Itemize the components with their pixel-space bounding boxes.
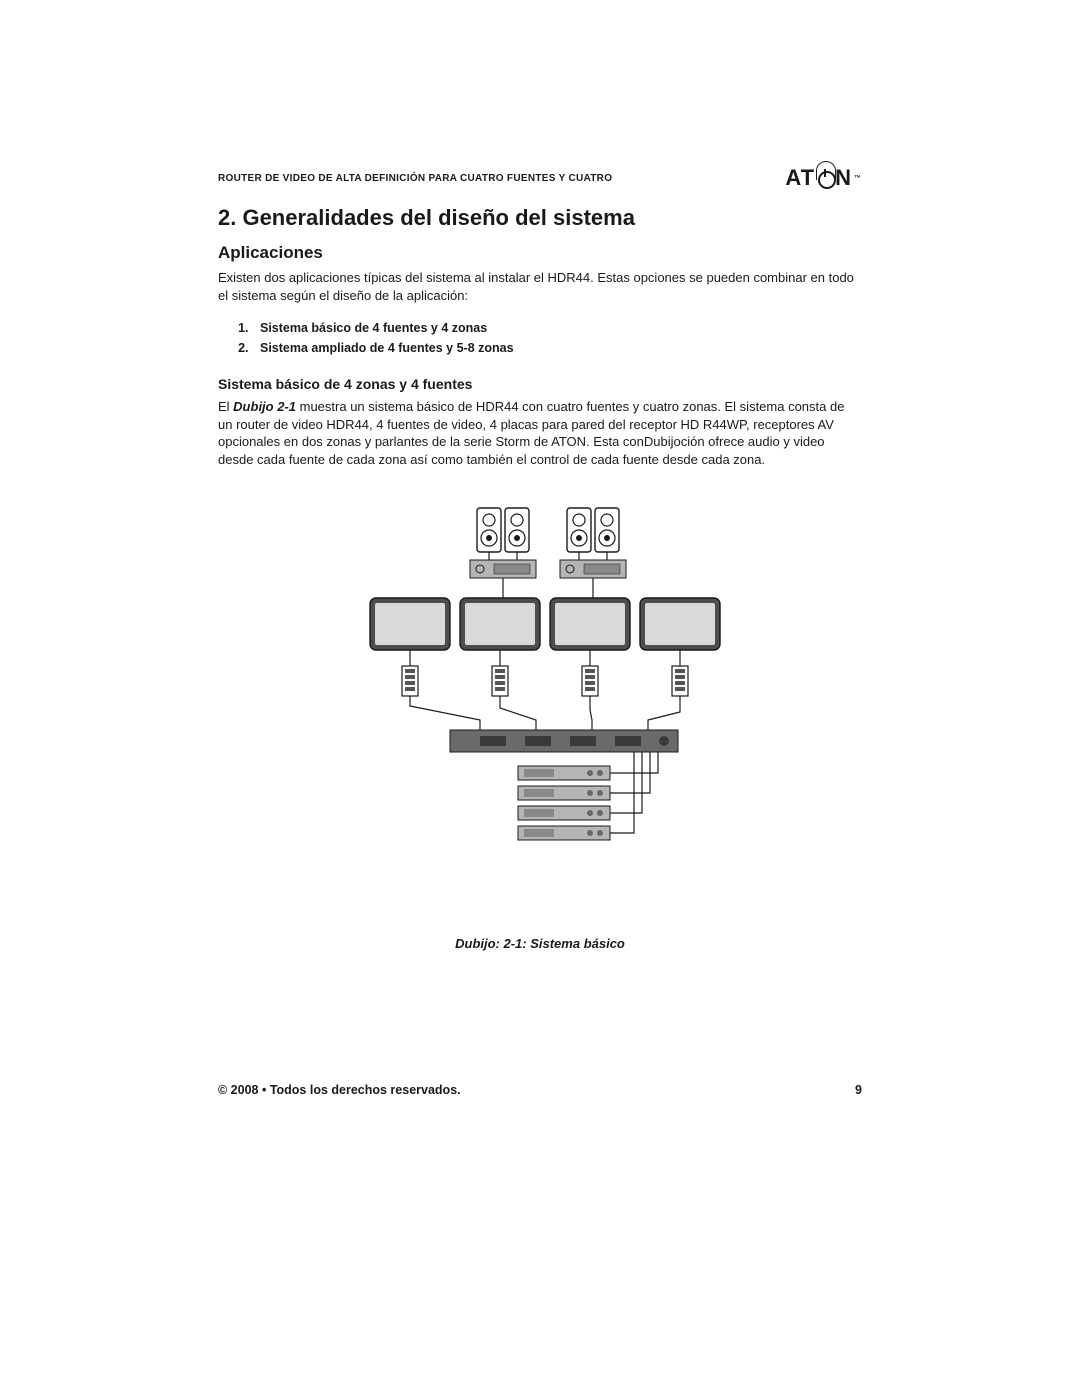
intro-paragraph: Existen dos aplicaciones típicas del sis… — [218, 269, 862, 304]
logo-text-left: AT — [785, 165, 815, 191]
page-number: 9 — [855, 1083, 862, 1097]
description-paragraph: El Dubijo 2-1 muestra un sistema básico … — [218, 398, 862, 468]
subsection-title: Aplicaciones — [218, 243, 862, 263]
application-list: Sistema básico de 4 fuentes y 4 zonas Si… — [252, 318, 862, 358]
logo-text-right: N — [835, 165, 852, 191]
logo-trademark: ™ — [854, 175, 862, 182]
section-title: 2. Generalidades del diseño del sistema — [218, 205, 862, 231]
aton-logo: AT N ™ — [785, 165, 862, 191]
system-diagram — [300, 498, 780, 918]
list-item: Sistema básico de 4 fuentes y 4 zonas — [252, 318, 862, 338]
document-header: ROUTER DE VIDEO DE ALTA DEFINICIÓN PARA … — [218, 173, 612, 184]
list-item: Sistema ampliado de 4 fuentes y 5-8 zona… — [252, 338, 862, 358]
copyright-text: © 2008 • Todos los derechos reservados. — [218, 1083, 461, 1097]
figure-reference: Dubijo 2-1 — [233, 399, 296, 414]
figure-caption: Dubijo: 2-1: Sistema básico — [455, 936, 625, 951]
sub-subsection-title: Sistema básico de 4 zonas y 4 fuentes — [218, 376, 862, 392]
logo-power-icon — [816, 167, 834, 189]
